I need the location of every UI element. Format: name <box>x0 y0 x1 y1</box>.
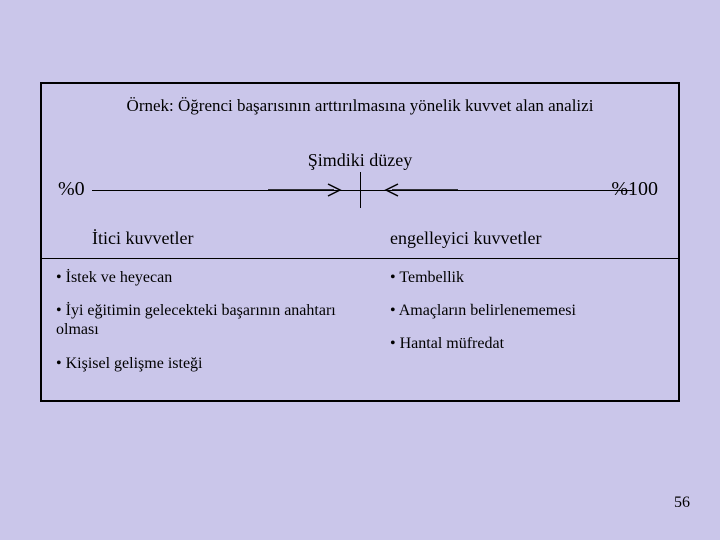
scale-left-label: %0 <box>58 178 85 201</box>
list-item: • Hantal müfredat <box>390 334 670 353</box>
right-column-header: engelleyici kuvvetler <box>390 228 541 249</box>
divider <box>42 258 678 259</box>
list-item: • İyi eğitimin gelecekteki başarının ana… <box>56 301 356 339</box>
restraining-forces-list: • Tembellik • Amaçların belirlenememesi … <box>390 268 670 368</box>
diagram-frame: Örnek: Öğrenci başarısının arttırılmasın… <box>40 82 680 402</box>
list-item: • İstek ve heyecan <box>56 268 356 287</box>
page-number: 56 <box>674 494 690 512</box>
scale-axis <box>92 190 632 191</box>
left-column-header: İtici kuvvetler <box>92 228 193 249</box>
list-item: • Kişisel gelişme isteği <box>56 354 356 373</box>
restraining-arrow-icon <box>382 182 458 198</box>
scale-right-label: %100 <box>611 178 658 201</box>
diagram-title: Örnek: Öğrenci başarısının arttırılmasın… <box>42 96 678 116</box>
driving-forces-list: • İstek ve heyecan • İyi eğitimin gelece… <box>56 268 356 387</box>
list-item: • Amaçların belirlenememesi <box>390 301 670 320</box>
driving-arrow-icon <box>268 182 344 198</box>
center-tick <box>360 172 361 208</box>
diagram-subtitle: Şimdiki düzey <box>42 150 678 171</box>
list-item: • Tembellik <box>390 268 670 287</box>
